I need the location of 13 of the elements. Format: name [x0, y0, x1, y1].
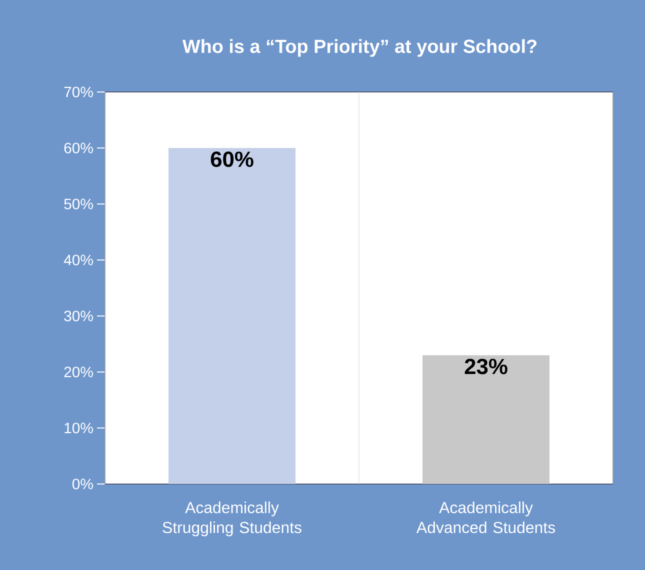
y-tick-label: 40%: [64, 254, 93, 266]
y-tick-label: 30%: [64, 310, 93, 322]
y-tick-label: 0%: [72, 478, 93, 490]
x-tick-label: Academically Struggling Students: [162, 502, 302, 536]
y-tick-label: 20%: [64, 366, 93, 378]
x-tick-label: Academically Advanced Students: [416, 502, 555, 534]
data-label: 60%: [210, 152, 254, 168]
data-label: 23%: [464, 358, 508, 374]
y-tick-label: 50%: [64, 198, 93, 210]
y-tick-label: 70%: [64, 86, 93, 98]
y-tick-label: 60%: [64, 142, 93, 154]
y-tick-label: 10%: [64, 422, 93, 434]
chart-title: Who is a “Top Priority” at your School?: [182, 39, 536, 57]
